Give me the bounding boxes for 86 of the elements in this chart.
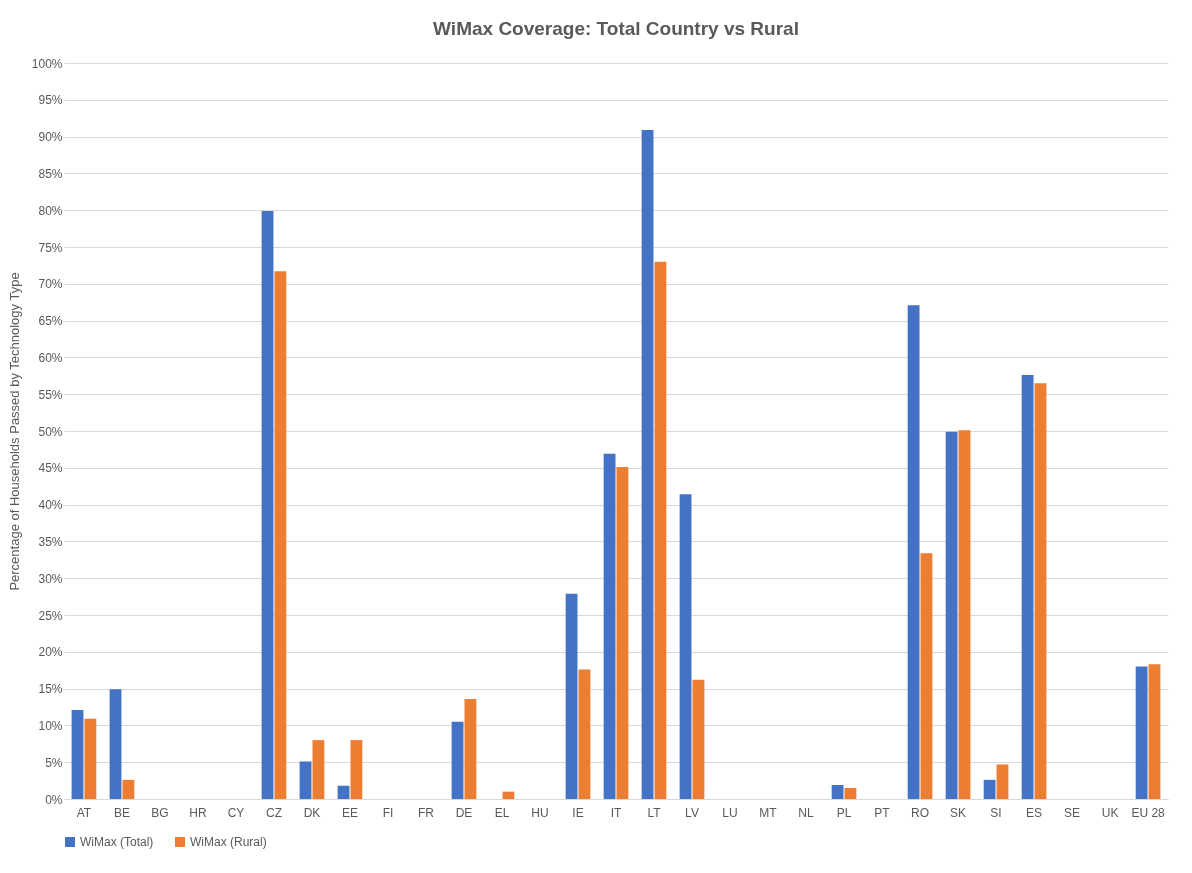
x-tick-label: IT [610, 805, 622, 820]
bar [464, 698, 477, 799]
bar [920, 553, 933, 799]
y-tick-label: 30% [38, 571, 63, 586]
bar [312, 740, 325, 799]
bar [299, 761, 312, 799]
bar [109, 689, 122, 799]
x-tick-label: EE [341, 805, 358, 820]
bar [337, 785, 350, 799]
bar [578, 669, 591, 799]
bar [1135, 666, 1148, 799]
bar [1034, 383, 1047, 799]
x-tick-label: DK [303, 805, 321, 820]
x-tick-label: SE [1064, 805, 1081, 820]
x-tick-label: IE [572, 805, 584, 820]
y-tick-label: 45% [38, 461, 63, 476]
y-tick-label: 5% [45, 755, 63, 770]
x-tick-label: DE [455, 805, 473, 820]
x-tick-label: HR [189, 805, 207, 820]
bar [844, 787, 857, 799]
x-tick-label: PT [874, 805, 891, 820]
x-tick-label: LU [722, 805, 738, 820]
x-tick-label: FR [417, 805, 435, 820]
y-tick-label: 65% [38, 314, 63, 329]
bar [958, 430, 971, 799]
bar [996, 764, 1009, 799]
bar [350, 740, 363, 799]
bar [261, 210, 274, 799]
x-tick-label: HU [531, 805, 549, 820]
y-axis-title: Percentage of Households Passed by Technology Type [6, 272, 22, 591]
bar [654, 261, 667, 799]
x-tick-label: AT [76, 805, 92, 820]
x-tick-label: FI [382, 805, 394, 820]
bar [945, 431, 958, 799]
y-tick-label: 15% [38, 682, 63, 697]
bar [274, 271, 287, 799]
x-tick-label: MT [759, 805, 778, 820]
bar [907, 305, 920, 799]
y-tick-label: 75% [38, 240, 63, 255]
x-tick-label: BG [151, 805, 169, 820]
bar [565, 593, 578, 799]
y-tick-label: 55% [38, 387, 63, 402]
y-tick-label: 100% [31, 56, 63, 71]
x-tick-label: EU 28 [1131, 805, 1166, 820]
x-tick-label: ES [1026, 805, 1043, 820]
y-tick-label: 60% [38, 350, 63, 365]
y-tick-label: 40% [38, 498, 63, 513]
bar [71, 709, 84, 799]
x-tick-label: CZ [265, 805, 282, 820]
bar [451, 721, 464, 799]
x-tick-label: SK [950, 805, 967, 820]
x-tick-label: PL [836, 805, 852, 820]
y-tick-label: 0% [45, 792, 63, 807]
bar [692, 679, 705, 799]
y-tick-label: 80% [38, 203, 63, 218]
bar [616, 467, 629, 799]
x-tick-label: LV [685, 805, 699, 820]
x-tick-label: UK [1101, 805, 1119, 820]
bar [679, 494, 692, 799]
y-tick-label: 20% [38, 645, 63, 660]
y-tick-label: 70% [38, 277, 63, 292]
x-tick-label: CY [227, 805, 245, 820]
bar [641, 129, 654, 799]
x-tick-label: NL [798, 805, 815, 820]
x-tick-label: BE [113, 805, 130, 820]
bar [1148, 664, 1161, 799]
y-tick-label: 85% [38, 166, 63, 181]
bar [84, 718, 97, 799]
x-tick-label: EL [494, 805, 510, 820]
x-tick-label: RO [911, 805, 930, 820]
bar [603, 453, 616, 799]
bar [983, 779, 996, 799]
y-tick-label: 90% [38, 130, 63, 145]
y-tick-label: 25% [38, 608, 63, 623]
x-tick-label: SI [990, 805, 1002, 820]
y-tick-label: 95% [38, 93, 63, 108]
y-tick-label: 50% [38, 424, 63, 439]
legend-label: WiMax (Total) [80, 835, 154, 849]
bar [122, 779, 135, 799]
bar [1021, 375, 1034, 799]
y-tick-label: 35% [38, 534, 63, 549]
legend-label: WiMax (Rural) [190, 835, 267, 849]
bar [831, 785, 844, 799]
x-tick-label: LT [647, 805, 662, 820]
y-tick-label: 10% [38, 718, 63, 733]
chart-title: WiMax Coverage: Total Country vs Rural [433, 18, 799, 39]
